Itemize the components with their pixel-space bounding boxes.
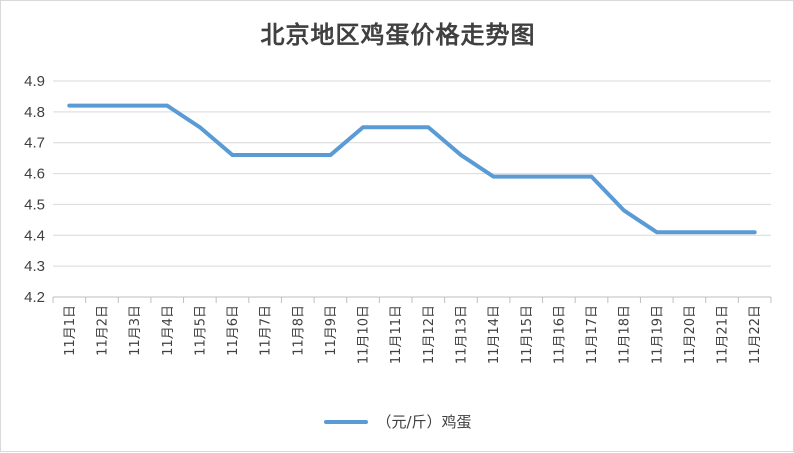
x-tick-label: 11月13日	[455, 305, 470, 364]
data-point	[133, 104, 137, 108]
x-tick-label: 11月19日	[650, 305, 665, 364]
legend-label: （元/斤）鸡蛋	[376, 413, 472, 431]
x-tick-label: 11月1日	[63, 305, 78, 356]
y-tick-label: 4.3	[24, 258, 45, 275]
chart-title: 北京地区鸡蛋价格走势图	[260, 20, 536, 49]
series-line	[67, 103, 757, 235]
x-tick-label: 11月3日	[128, 305, 143, 356]
data-point	[524, 175, 528, 179]
data-point	[100, 104, 104, 108]
y-tick-label: 4.4	[24, 227, 45, 244]
data-point	[720, 230, 724, 234]
x-tick-label: 11月10日	[357, 305, 372, 364]
x-tick-label: 11月20日	[683, 305, 698, 364]
x-tick-label: 11月4日	[161, 305, 176, 356]
x-tick-label: 11月9日	[324, 305, 339, 356]
x-tick-label: 11月6日	[226, 305, 241, 356]
y-tick-label: 4.2	[24, 289, 45, 306]
data-point	[263, 153, 267, 157]
x-tick-label: 11月22日	[748, 305, 763, 364]
data-point	[165, 104, 169, 108]
data-point	[459, 153, 463, 157]
data-point	[687, 230, 691, 234]
data-point	[67, 104, 71, 108]
y-tick-label: 4.9	[24, 73, 45, 90]
x-tick-label: 11月21日	[716, 305, 731, 364]
data-point	[655, 230, 659, 234]
x-tick-label: 11月12日	[422, 305, 437, 364]
data-point	[622, 209, 626, 213]
legend: （元/斤）鸡蛋	[1, 411, 794, 432]
x-tick-label: 11月7日	[259, 305, 274, 356]
data-point	[328, 153, 332, 157]
data-point	[394, 125, 398, 129]
x-tick-label: 11月2日	[96, 305, 111, 356]
x-tick-label: 11月16日	[552, 305, 567, 364]
data-point	[426, 125, 430, 129]
x-tick-label: 11月17日	[585, 305, 600, 364]
data-point	[492, 175, 496, 179]
legend-swatch	[324, 419, 369, 424]
data-point	[361, 125, 365, 129]
data-point	[590, 175, 593, 179]
data-point	[753, 230, 757, 234]
data-point	[231, 153, 234, 157]
x-tick-label: 11月18日	[618, 305, 633, 364]
y-tick-label: 4.5	[24, 196, 45, 213]
x-tick-label: 11月11日	[389, 305, 404, 364]
x-tick-label: 11月5日	[193, 305, 208, 356]
y-tick-label: 4.8	[24, 104, 45, 121]
data-point	[198, 125, 202, 129]
x-tick-label: 11月15日	[520, 305, 535, 364]
y-tick-label: 4.7	[24, 135, 45, 152]
data-point	[557, 175, 561, 179]
x-tick-label: 11月14日	[487, 305, 502, 364]
y-tick-label: 4.6	[24, 166, 45, 183]
x-tick-label: 11月8日	[291, 305, 306, 356]
data-point	[296, 153, 300, 157]
